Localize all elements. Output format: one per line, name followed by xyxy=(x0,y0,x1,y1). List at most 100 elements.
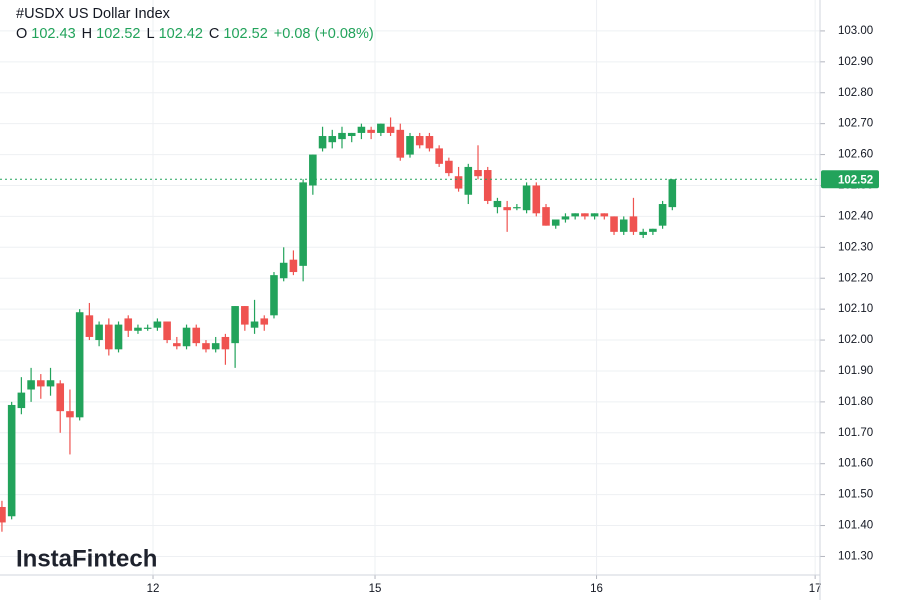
candle-body xyxy=(551,219,560,226)
ohlc-key: L xyxy=(146,26,155,42)
candle-body xyxy=(37,380,45,387)
y-tick-label: 101.30 xyxy=(838,550,873,562)
ohlc-value: 102.42 xyxy=(158,26,203,42)
candle-body xyxy=(357,126,366,133)
candle-body xyxy=(619,219,628,232)
last-price-box xyxy=(821,170,879,189)
last-price-label: 102.52 xyxy=(838,174,873,186)
candle-body xyxy=(425,136,434,149)
candle-body xyxy=(532,185,541,214)
candle-body xyxy=(483,170,492,201)
y-tick-label: 103.00 xyxy=(838,25,873,37)
y-tick-label: 101.70 xyxy=(838,427,873,439)
y-tick-label: 102.30 xyxy=(838,241,873,253)
candle-body xyxy=(513,207,521,209)
candle-body xyxy=(561,216,570,220)
y-tick-label: 101.90 xyxy=(838,365,873,377)
candle-body xyxy=(474,170,482,177)
candle-body xyxy=(464,166,473,195)
candle-body xyxy=(571,213,579,217)
candle-body xyxy=(0,506,6,523)
candle-body xyxy=(493,200,502,208)
x-tick-label: 15 xyxy=(369,583,382,595)
candle-body xyxy=(318,136,327,149)
candle-body xyxy=(46,380,55,387)
candle-body xyxy=(367,129,375,133)
candle-body xyxy=(163,321,171,341)
candle-body xyxy=(279,262,288,279)
candle-body xyxy=(396,129,405,158)
y-tick-label: 102.70 xyxy=(838,118,873,130)
candle-body xyxy=(134,327,142,331)
candle-body xyxy=(202,343,210,350)
candle-body xyxy=(347,132,356,137)
y-tick-label: 101.80 xyxy=(838,396,873,408)
candle-body xyxy=(415,136,424,146)
candle-body xyxy=(668,179,677,208)
candle-body xyxy=(260,318,269,325)
candle-body xyxy=(231,306,239,344)
candle-body xyxy=(454,176,463,189)
watermark: InstaFintech xyxy=(16,545,157,572)
candle-body xyxy=(649,228,657,232)
candle-body xyxy=(221,336,230,350)
candle-body xyxy=(173,343,181,347)
candle-body xyxy=(590,213,599,217)
candle-body xyxy=(143,327,152,329)
y-tick-label: 101.40 xyxy=(838,520,873,532)
candle-body xyxy=(328,136,337,143)
candle-body xyxy=(114,324,123,350)
candle-body xyxy=(153,321,162,328)
candle-body xyxy=(338,132,346,140)
ohlc-value: 102.52 xyxy=(96,26,141,42)
x-tick-label: 16 xyxy=(590,583,603,595)
candle-body xyxy=(105,324,113,350)
candle-body xyxy=(503,207,511,211)
y-tick-label: 102.60 xyxy=(838,149,873,161)
y-tick-label: 101.50 xyxy=(838,489,873,501)
candle-body xyxy=(581,213,589,217)
x-tick-label: 17 xyxy=(809,583,822,595)
candle-body xyxy=(66,411,74,418)
y-tick-label: 102.90 xyxy=(838,56,873,68)
candle-body xyxy=(270,275,278,316)
symbol-title: #USDX US Dollar Index xyxy=(16,6,170,22)
y-tick-label: 102.10 xyxy=(838,303,873,315)
ohlc-row: O 102.43 H 102.52 L 102.42 C 102.52 +0.08 (+0.08… xyxy=(16,24,380,44)
candle-body xyxy=(192,327,201,344)
candle-body xyxy=(289,259,298,273)
candle-body xyxy=(406,136,414,155)
candle-body xyxy=(211,343,220,350)
ohlc-key: O xyxy=(16,26,28,42)
y-tick-label: 102.40 xyxy=(838,210,873,222)
candle-body xyxy=(629,216,638,232)
candle-body xyxy=(309,154,317,186)
candle-body xyxy=(95,324,103,341)
candle-body xyxy=(241,306,249,325)
header: #USDX US Dollar Index O 102.43 H 102.52 L 102… xyxy=(16,4,380,44)
candle-body xyxy=(522,185,531,211)
candle-body xyxy=(435,148,443,164)
candle-body xyxy=(658,204,667,226)
y-tick-label: 101.60 xyxy=(838,458,873,470)
candle-body xyxy=(542,207,550,226)
ohlc-key: H xyxy=(81,26,93,42)
candle-body xyxy=(600,213,609,217)
change: +0.08 (+0.08%) xyxy=(273,26,374,42)
candle-body xyxy=(386,126,395,133)
ohlc-value: 102.43 xyxy=(31,26,76,42)
candle-body xyxy=(56,383,65,412)
candle-body xyxy=(250,321,259,328)
candle-body xyxy=(124,318,133,331)
y-tick-label: 102.00 xyxy=(838,334,873,346)
ohlc-key: C xyxy=(208,26,220,42)
candle-body xyxy=(377,123,385,133)
y-tick-label: 102.20 xyxy=(838,272,873,284)
candle-body xyxy=(85,315,94,337)
ohlc-value: 102.52 xyxy=(223,26,268,42)
candle-body xyxy=(445,160,453,174)
candle-body xyxy=(27,380,35,390)
candle-body xyxy=(182,327,191,347)
candle-body xyxy=(17,392,26,409)
